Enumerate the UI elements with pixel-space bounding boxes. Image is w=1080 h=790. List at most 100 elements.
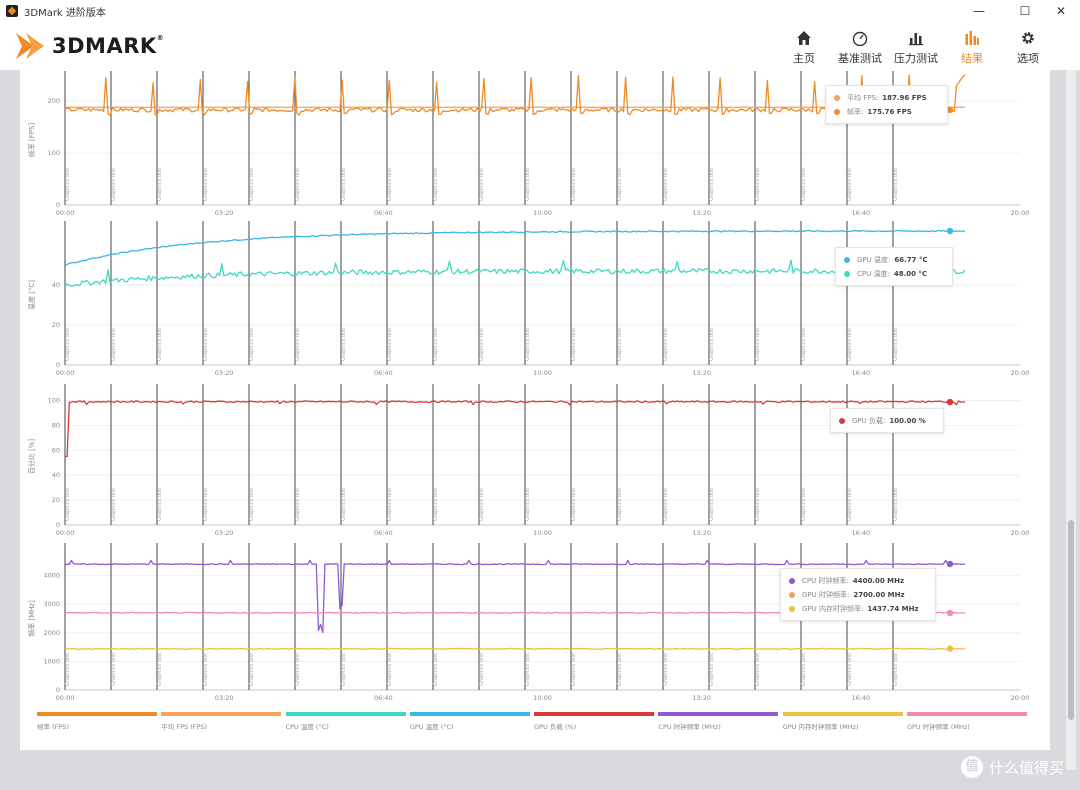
- x-tick-label: 20:00: [1011, 369, 1030, 377]
- series-line: [65, 559, 966, 634]
- test-marker-label: Graphics test: [571, 488, 577, 521]
- home-icon: [797, 31, 811, 45]
- test-marker-label: Graphics test: [249, 653, 255, 686]
- test-marker-label: Graphics test: [65, 168, 71, 201]
- test-marker-label: Graphics test: [479, 168, 485, 201]
- fps-avg-legend-value: 187.96 FPS: [882, 94, 927, 102]
- window-title: 3DMark 进阶版本: [24, 8, 106, 19]
- close-button[interactable]: ✕: [1055, 4, 1067, 18]
- test-marker-label: Graphics test: [801, 653, 807, 686]
- series-line: [64, 74, 966, 116]
- test-marker-label: Graphics test: [571, 328, 577, 361]
- legend-dot: [789, 592, 795, 598]
- test-marker-label: Graphics test: [433, 653, 439, 686]
- test-marker-label: Graphics test: [203, 168, 209, 201]
- series-legend-swatch: [534, 712, 655, 716]
- test-marker-label: Graphics test: [433, 488, 439, 521]
- test-marker-label: Graphics test: [111, 488, 117, 521]
- cpu-clock-legend-label: CPU 时钟频率:: [802, 577, 849, 585]
- series-legend-item[interactable]: CPU 时钟频率 (MHz): [658, 712, 779, 731]
- test-marker-label: Graphics test: [847, 488, 853, 521]
- y-tick-label: 60: [52, 446, 60, 454]
- test-marker-label: Graphics test: [893, 653, 899, 686]
- test-marker-label: Graphics test: [295, 168, 301, 201]
- x-tick-label: 13:20: [692, 209, 711, 217]
- fps-legend-value: 175.76 FPS: [867, 108, 912, 116]
- test-marker-label: Graphics test: [341, 328, 347, 361]
- y-axis-label: 频率 [MHz]: [27, 600, 36, 637]
- series-legend-label: GPU 负载 (%): [534, 723, 577, 731]
- app-header: 3DMARK® 主页 基准测试 压力测试 结果 选项: [0, 22, 1080, 70]
- test-marker-label: Graphics test: [755, 168, 761, 201]
- test-marker-label: Graphics test: [387, 653, 393, 686]
- test-marker-label: Graphics test: [893, 488, 899, 521]
- x-tick-label: 10:00: [533, 694, 552, 702]
- fps-avg-legend-label: 平均 FPS:: [847, 94, 879, 102]
- gauge-icon: [852, 31, 868, 46]
- test-marker-label: Graphics test: [525, 488, 531, 521]
- test-marker-label: Graphics test: [111, 653, 117, 686]
- y-tick-label: 0: [56, 521, 60, 529]
- test-marker-label: Graphics test: [387, 488, 393, 521]
- fps-legend: 平均 FPS: 187.96 FPS 帧率: 175.76 FPS: [825, 85, 948, 124]
- legend-dot: [789, 606, 795, 612]
- fps-legend-label: 帧率:: [847, 108, 864, 116]
- x-tick-label: 06:40: [374, 369, 393, 377]
- vertical-scrollbar[interactable]: [1066, 70, 1076, 770]
- x-tick-label: 10:00: [533, 209, 552, 217]
- test-marker-label: Graphics test: [617, 328, 623, 361]
- series-legend-swatch: [285, 712, 406, 716]
- test-marker-label: Graphics test: [479, 653, 485, 686]
- test-marker-label: Graphics test: [525, 168, 531, 201]
- series-legend-item[interactable]: GPU 温度 (°C): [409, 712, 530, 731]
- x-tick-label: 16:40: [851, 369, 870, 377]
- series-legend-swatch: [782, 712, 903, 716]
- test-marker-label: Graphics test: [525, 653, 531, 686]
- x-tick-label: 16:40: [851, 209, 870, 217]
- gpu-clock-legend-value: 2700.00 MHz: [853, 591, 905, 599]
- nav-benchmarks[interactable]: 基准测试: [832, 26, 888, 66]
- nav-stress-tests[interactable]: 压力测试: [888, 26, 944, 66]
- series-legend-label: 平均 FPS (FPS): [161, 723, 208, 731]
- test-marker-label: Graphics test: [65, 653, 71, 686]
- cpu-temp-legend-label: CPU 温度:: [857, 270, 890, 278]
- series-legend-item[interactable]: 平均 FPS (FPS): [161, 712, 282, 731]
- series-legend-item[interactable]: CPU 温度 (°C): [285, 712, 406, 731]
- x-tick-label: 20:00: [1011, 209, 1030, 217]
- test-marker-label: Graphics test: [801, 168, 807, 201]
- watermark-logo: 值: [960, 756, 983, 778]
- test-marker-label: Graphics test: [525, 328, 531, 361]
- series-end-point: [946, 645, 954, 652]
- maximize-button[interactable]: ☐: [1019, 4, 1031, 18]
- test-marker-label: Graphics test: [157, 488, 163, 521]
- test-marker-label: Graphics test: [203, 488, 209, 521]
- test-marker-label: Graphics test: [755, 488, 761, 521]
- series-legend-label: 帧率 (FPS): [37, 723, 69, 731]
- y-tick-label: 200: [48, 97, 60, 105]
- series-legend-label: GPU 时钟频率 (MHz): [906, 723, 970, 731]
- series-legend-item[interactable]: 帧率 (FPS): [37, 712, 157, 731]
- series-legend-item[interactable]: GPU 时钟频率 (MHz): [906, 712, 1027, 731]
- series-legend-swatch: [161, 712, 282, 716]
- minimize-button[interactable]: —: [973, 4, 985, 18]
- test-marker-label: Graphics test: [249, 328, 255, 361]
- nav-home[interactable]: 主页: [776, 26, 832, 66]
- test-marker-label: Graphics test: [709, 328, 715, 361]
- series-legend-item[interactable]: GPU 内存时钟频率 (MHz): [782, 712, 903, 731]
- gpu-load-legend-row: GPU 负载: 100.00 %: [839, 414, 935, 428]
- test-marker-label: Graphics test: [617, 653, 623, 686]
- scrollbar-thumb[interactable]: [1068, 520, 1074, 720]
- x-tick-label: 13:20: [692, 369, 711, 377]
- series-line: [65, 400, 966, 458]
- series-line: [65, 647, 966, 650]
- y-tick-label: 2000: [43, 629, 60, 637]
- logo-registered-mark: ®: [156, 34, 165, 42]
- cpu-clock-legend-row: CPU 时钟频率: 4400.00 MHz: [789, 574, 927, 588]
- series-legend-item[interactable]: GPU 负载 (%): [534, 712, 655, 731]
- 3dmark-logo[interactable]: 3DMARK®: [14, 28, 164, 64]
- nav-results[interactable]: 结果: [944, 26, 1000, 66]
- test-marker-label: Graphics test: [617, 488, 623, 521]
- series-line: [64, 259, 966, 288]
- test-marker-label: Graphics test: [663, 328, 669, 361]
- nav-options[interactable]: 选项: [1000, 26, 1056, 66]
